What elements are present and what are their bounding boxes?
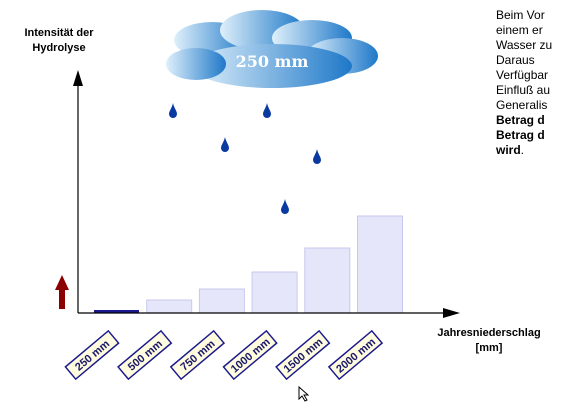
category-label-750-mm: 750 mm: [169, 329, 226, 381]
raindrop-icon: [281, 199, 289, 214]
bar-1500-mm: [304, 247, 351, 314]
bar-500-mm: [146, 299, 193, 314]
red-arrow-head: [55, 275, 69, 290]
x-axis-label: Jahresniederschlag [mm]: [414, 326, 564, 356]
side-text-line: Daraus: [496, 53, 535, 67]
side-text-line: einem er: [496, 23, 543, 37]
side-text-line: Verfügbar: [496, 68, 549, 82]
category-label-1000-mm: 1000 mm: [222, 329, 278, 381]
side-text-bold-word: wird: [496, 143, 521, 157]
category-label-text: 1500 mm: [282, 336, 326, 376]
bar-1000-mm: [251, 271, 298, 314]
side-text-period: .: [520, 143, 525, 157]
axes: [73, 70, 460, 318]
y-axis-arrowhead: [73, 70, 83, 86]
side-text-last-line: wird.: [496, 143, 570, 158]
category-labels: 250 mm 500 mm 750 mm 1000 mm 1500 mm 2000 mm: [64, 329, 384, 381]
side-text-bold-line: Betrag d: [496, 113, 545, 127]
category-label-text: 1000 mm: [229, 336, 273, 376]
y-axis-label-line1: Intensität der: [24, 27, 94, 39]
bar-750-mm: [198, 288, 245, 314]
cloud-label: 250 mm: [236, 52, 309, 71]
red-up-arrow-icon: [55, 275, 69, 309]
side-text-bold-line: Betrag d: [496, 128, 545, 142]
side-text-line: Einfluß au: [496, 83, 551, 97]
category-label-box: [327, 329, 384, 381]
category-label-500-mm: 500 mm: [117, 329, 173, 381]
category-label-250-mm: 250 mm: [64, 329, 120, 381]
bar-2000-mm: [357, 215, 403, 314]
side-text-line: Generalis: [496, 98, 548, 112]
raindrop-icon: [263, 103, 271, 118]
raindrop-icon: [313, 149, 321, 164]
x-axis-arrowhead: [443, 308, 460, 318]
raindrop-icon: [221, 137, 229, 152]
category-label-text: 2000 mm: [334, 336, 378, 376]
x-axis-label-line2: [mm]: [475, 342, 503, 354]
category-label-box: [117, 329, 173, 381]
raindrops: [169, 103, 321, 214]
side-text-line: Beim Vor: [496, 8, 545, 22]
bar-250-mm: [94, 310, 139, 313]
category-label-2000-mm: 2000 mm: [327, 329, 384, 381]
bars: [94, 215, 403, 314]
cloud-shape: [166, 10, 378, 88]
cloud: 250 mm: [166, 10, 378, 88]
category-label-box: [64, 329, 120, 381]
category-label-1500-mm: 1500 mm: [275, 329, 331, 381]
category-label-box: [169, 329, 226, 381]
category-label-box: [275, 329, 331, 381]
category-label-box: [222, 329, 278, 381]
raindrop-icon: [169, 103, 177, 118]
side-text-line: Wasser zu: [496, 38, 553, 52]
x-axis-label-line1: Jahresniederschlag: [437, 327, 541, 339]
y-axis-label-line2: Hydrolyse: [32, 42, 86, 54]
side-text: Beim Vor einem er Wasser zu Daraus Verfü…: [496, 8, 570, 158]
y-axis-label: Intensität der Hydrolyse: [4, 26, 114, 56]
red-arrow-shaft: [59, 288, 65, 309]
